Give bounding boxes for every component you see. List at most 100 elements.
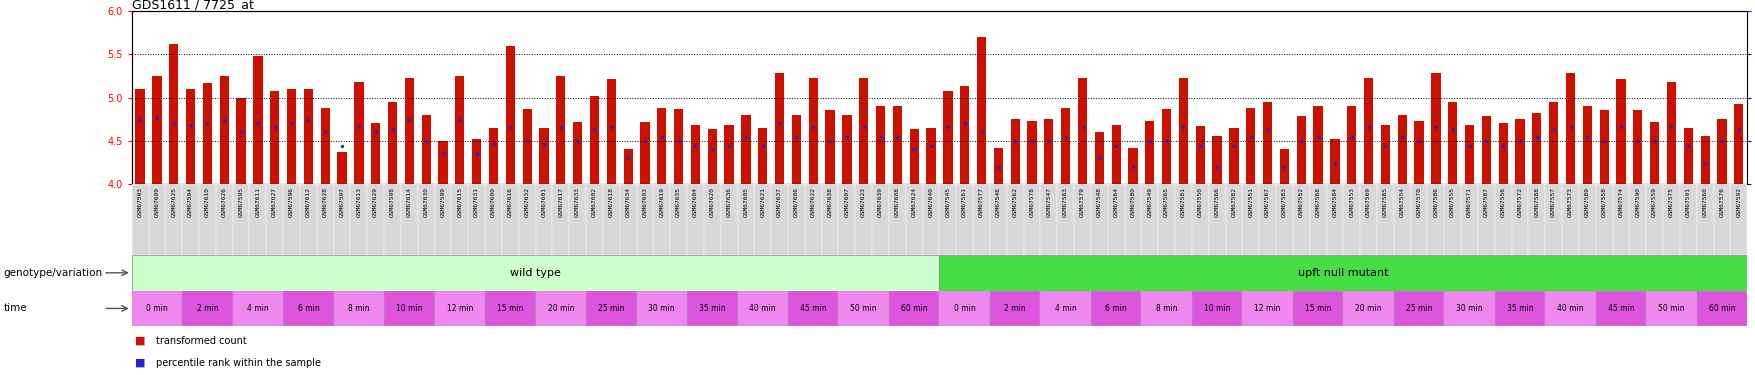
Bar [186,89,195,184]
Point [311,129,339,135]
Bar [1060,108,1071,184]
Bar [1646,184,1662,255]
Bar [788,291,839,326]
Point [630,138,658,144]
Text: GSM67550: GSM67550 [1197,188,1202,218]
Bar [569,184,586,255]
Point [1455,143,1483,149]
Bar [1393,291,1443,326]
Bar [472,139,481,184]
Bar [198,184,216,255]
Point [546,124,574,130]
Bar [921,184,939,255]
Text: 10 min: 10 min [397,304,423,313]
Bar [704,184,720,255]
Bar [720,184,737,255]
Bar [433,184,451,255]
Bar [132,255,939,291]
Bar [469,184,484,255]
Bar [990,291,1039,326]
Text: 4 min: 4 min [1055,304,1076,313]
Bar [1695,184,1713,255]
Point [1623,138,1651,144]
Point [1236,134,1264,140]
Point [1590,138,1618,144]
Bar [1211,136,1221,184]
Text: GSM67552: GSM67552 [1299,188,1302,218]
Text: GSM67607: GSM67607 [844,188,849,218]
Bar [993,147,1002,184]
Point [428,150,456,156]
Text: GSM67560: GSM67560 [1702,188,1706,218]
Text: 0 min: 0 min [146,304,168,313]
Bar [641,122,649,184]
Text: GSM67627: GSM67627 [272,188,277,218]
Point [849,124,878,130]
Bar [1443,291,1494,326]
Point [1253,126,1281,132]
Text: GSM67602: GSM67602 [591,188,597,218]
Bar [1595,291,1644,326]
Point [648,134,676,140]
Point [1506,138,1534,144]
Bar [370,123,381,184]
Bar [523,109,532,184]
Bar [1497,123,1508,184]
Text: GSM67568: GSM67568 [1314,188,1320,218]
Bar [1325,184,1343,255]
Point [1673,143,1701,149]
Point [1118,164,1146,170]
Bar [972,184,990,255]
Bar [1397,115,1406,184]
Text: 20 min: 20 min [1355,304,1381,313]
Point [211,117,239,123]
Bar [888,291,939,326]
Text: ■: ■ [135,358,149,368]
Text: GSM67589: GSM67589 [1585,188,1588,218]
Bar [927,128,935,184]
Text: transformed count: transformed count [156,336,247,346]
Bar [1279,149,1288,184]
Bar [909,129,918,184]
Bar [400,184,418,255]
Point [1657,124,1685,130]
Bar [1207,184,1225,255]
Bar [518,184,535,255]
Text: GSM67639: GSM67639 [878,188,883,218]
Text: upft null mutant: upft null mutant [1297,268,1388,278]
Text: 45 min: 45 min [1608,304,1634,313]
Bar [1595,184,1611,255]
Bar [842,115,851,184]
Bar [1346,106,1355,184]
Bar [960,86,969,184]
Bar [1683,128,1692,184]
Point [142,115,170,121]
Bar [270,91,279,184]
Text: GSM67604: GSM67604 [693,188,697,218]
Text: GSM67569: GSM67569 [1365,188,1371,218]
Bar [149,184,165,255]
Text: GSM67593: GSM67593 [137,188,142,218]
Text: GSM67557: GSM67557 [1550,188,1555,218]
Point [1051,134,1079,140]
Text: GSM67579: GSM67579 [1079,188,1085,218]
Text: GSM67576: GSM67576 [1718,188,1723,218]
Text: GSM67631: GSM67631 [474,188,479,218]
Bar [906,184,921,255]
Point [1639,138,1667,144]
Text: GSM67596: GSM67596 [290,188,293,218]
Bar [1057,184,1074,255]
Text: 25 min: 25 min [598,304,625,313]
Point [1151,138,1179,144]
Text: 2 min: 2 min [197,304,218,313]
Bar [1228,128,1237,184]
Bar [737,291,788,326]
Bar [484,184,502,255]
Bar [333,291,384,326]
Point [295,117,323,123]
Text: GSM67614: GSM67614 [407,188,412,218]
Text: 40 min: 40 min [1557,304,1583,313]
Text: GSM67547: GSM67547 [1046,188,1051,218]
Point [967,129,995,135]
Bar [858,78,869,184]
